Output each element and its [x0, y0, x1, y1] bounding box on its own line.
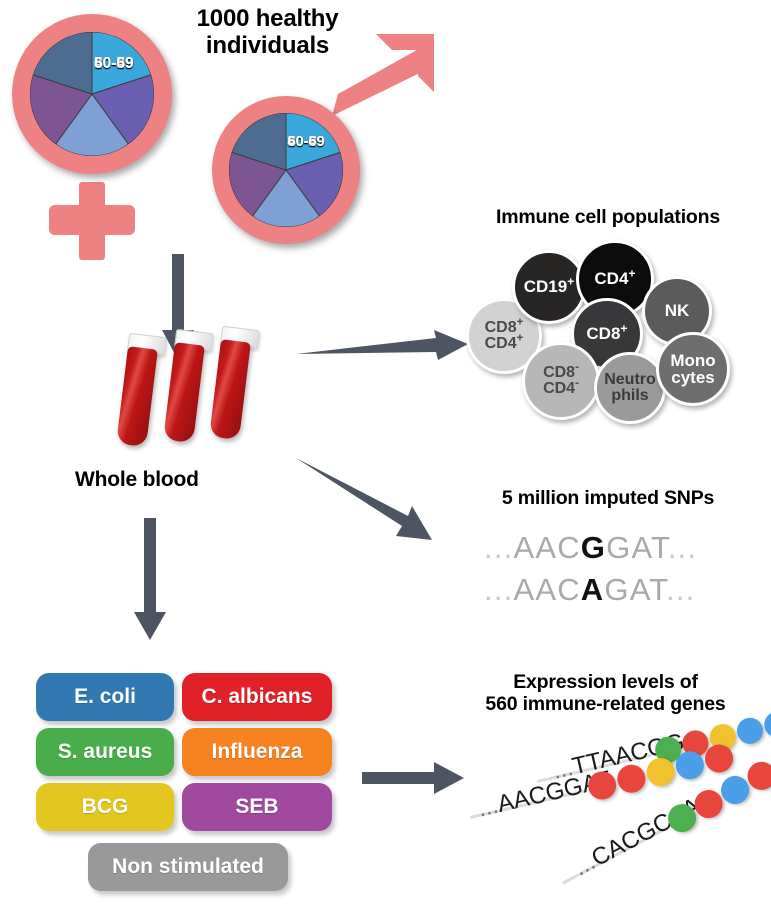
- pie-slice-20-29: [91, 32, 152, 95]
- pie-slice-40-49: [251, 169, 321, 227]
- snp2-variant: A: [580, 572, 605, 607]
- pie-slice-30-39: [285, 151, 343, 217]
- snp1-left: AAC: [513, 530, 581, 565]
- immune-cell-label: Neutro phils: [604, 370, 656, 404]
- snp2-suffix: ...: [665, 572, 696, 607]
- immune-cell-label: CD19+: [523, 274, 575, 297]
- immune-cell-label: Mono cytes: [670, 350, 716, 387]
- expression-bead: [761, 708, 771, 741]
- expression-levels-title: Expression levels of 560 immune-related …: [485, 671, 726, 715]
- age-group-label-20-29: 20-29: [287, 134, 325, 151]
- age-group-label-30-39: 30-39: [287, 134, 325, 151]
- age-group-label-50-59: 50-59: [94, 54, 134, 72]
- pie-slice-60-69: [32, 32, 93, 95]
- whole-blood-label: Whole blood: [75, 468, 199, 491]
- snp-allele-2: ...AACAGAT...: [484, 572, 695, 608]
- immune-cell-label: CD8- CD4-: [543, 361, 579, 397]
- snp1-prefix: ...: [484, 530, 514, 565]
- snp1-right: GAT: [606, 530, 668, 565]
- immune-cell-label: CD8+ CD4+: [484, 316, 524, 352]
- snp1-variant: G: [580, 530, 607, 565]
- arrow-blood-to-stimulation: [134, 518, 166, 640]
- age-group-label-20-29: 20-29: [94, 54, 134, 72]
- female-stem-horizontal: [49, 205, 135, 235]
- stimulus-pill-bcg[interactable]: BCG: [36, 783, 174, 831]
- female-age-pie-chart: [30, 32, 154, 156]
- age-group-label-30-39: 30-39: [94, 54, 134, 72]
- immune-cell-monocytes: Mono cytes: [656, 332, 730, 406]
- immune-cell-label: CD4+: [594, 266, 636, 289]
- stimulus-pill-c-albicans[interactable]: C. albicans: [182, 673, 332, 721]
- immune-cell-cluster: CD8+ CD4+ CD19+ CD4+ NK CD8+ CD8- CD4- Neutro phi…: [466, 240, 756, 424]
- age-group-label-60-69: 60-69: [94, 54, 134, 72]
- snp-allele-1: ...AACGGAT...: [484, 530, 697, 566]
- stimulus-pill-e-coli[interactable]: E. coli: [36, 673, 174, 721]
- stimulus-pill-non-stimulated[interactable]: Non stimulated: [88, 843, 288, 891]
- page-title: 1000 healthy individuals: [196, 5, 339, 59]
- expression-bead: [734, 715, 766, 747]
- age-group-label-40-49: 40-49: [287, 134, 325, 151]
- arrow-blood-to-snps: [296, 458, 432, 540]
- snp2-right: GAT: [604, 572, 666, 607]
- age-group-label-60-69: 60-69: [287, 134, 325, 151]
- arrow-stimulation-to-expression: [362, 762, 464, 794]
- pie-slice-20-29: [285, 113, 341, 171]
- snp2-prefix: ...: [484, 572, 514, 607]
- age-group-label-50-59: 50-59: [287, 134, 325, 151]
- snp1-suffix: ...: [667, 530, 698, 565]
- stimulus-pill-influenza[interactable]: Influenza: [182, 728, 332, 776]
- pie-slice-50-59: [30, 74, 93, 145]
- stimulus-pill-s-aureus[interactable]: S. aureus: [36, 728, 174, 776]
- pie-slice-30-39: [91, 74, 154, 145]
- male-pie-svg: [229, 113, 343, 227]
- female-pie-svg: [30, 32, 154, 156]
- immune-cell-label: NK: [664, 301, 690, 321]
- male-arrow-icon: [332, 34, 434, 116]
- snps-title: 5 million imputed SNPs: [501, 487, 715, 509]
- pie-slice-60-69: [231, 113, 287, 171]
- arrow-blood-to-immune-cells: [296, 330, 468, 360]
- snp2-left: AAC: [513, 572, 581, 607]
- male-age-pie-chart: [229, 113, 343, 227]
- age-group-label-40-49: 40-49: [94, 54, 134, 72]
- pie-slice-40-49: [54, 93, 130, 156]
- stimulus-pill-seb[interactable]: SEB: [182, 783, 332, 831]
- immune-cell-populations-title: Immune cell populations: [495, 206, 720, 228]
- pie-slice-50-59: [229, 151, 287, 217]
- immune-cell-label: CD8+: [586, 321, 628, 344]
